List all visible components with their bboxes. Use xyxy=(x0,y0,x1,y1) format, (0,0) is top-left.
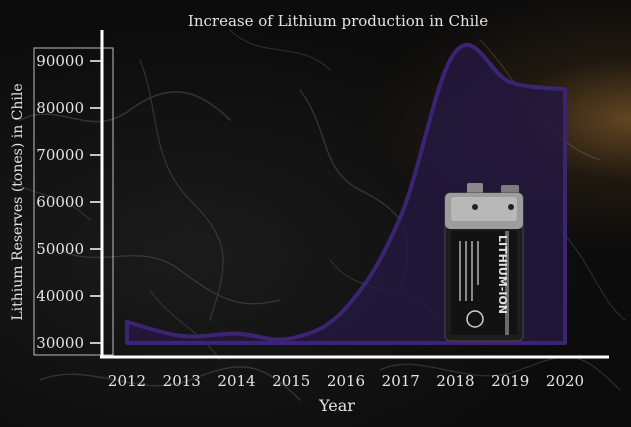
y-tick-label: 70000 xyxy=(36,146,84,164)
x-tick-label: 2016 xyxy=(327,372,365,390)
x-tick-label: 2012 xyxy=(108,372,146,390)
battery-screw-right xyxy=(508,204,514,210)
y-axis-ticks: 30000 40000 50000 60000 70000 80000 90000 xyxy=(36,52,102,352)
series-line xyxy=(125,42,567,345)
x-tick-label: 2018 xyxy=(436,372,474,390)
x-tick-label: 2019 xyxy=(491,372,529,390)
x-axis-label: Year xyxy=(318,396,355,415)
y-tick-label: 80000 xyxy=(36,99,84,117)
battery-label xyxy=(451,231,517,335)
y-tick-label: 60000 xyxy=(36,193,84,211)
battery-fine-print xyxy=(459,241,479,301)
y-axis-label: Lithium Reserves (tones) in Chile xyxy=(10,83,26,320)
x-tick-label: 2017 xyxy=(382,372,420,390)
y-tick-label: 90000 xyxy=(36,52,84,70)
battery-cap-plate xyxy=(451,197,517,221)
battery-stripe xyxy=(505,231,509,335)
x-tick-label: 2020 xyxy=(546,372,584,390)
chart-title: Increase of Lithium production in Chile xyxy=(188,12,488,30)
battery-image: LITHIUM-ION xyxy=(444,183,524,342)
battery-screw-left xyxy=(472,204,478,210)
x-tick-label: 2013 xyxy=(163,372,201,390)
y-axis-label-frame xyxy=(33,47,114,356)
x-tick-label: 2014 xyxy=(217,372,255,390)
x-tick-label: 2015 xyxy=(272,372,310,390)
battery-terminal-left xyxy=(467,183,483,195)
battery-brand-text: LITHIUM-ION xyxy=(496,235,509,314)
y-tick-label: 40000 xyxy=(36,287,84,305)
y-tick-label: 30000 xyxy=(36,334,84,352)
x-axis-ticks: 2012 2013 2014 2015 2016 2017 2018 2019 2020 xyxy=(108,372,584,390)
recycle-icon xyxy=(466,310,484,328)
y-tick-label: 50000 xyxy=(36,240,84,258)
